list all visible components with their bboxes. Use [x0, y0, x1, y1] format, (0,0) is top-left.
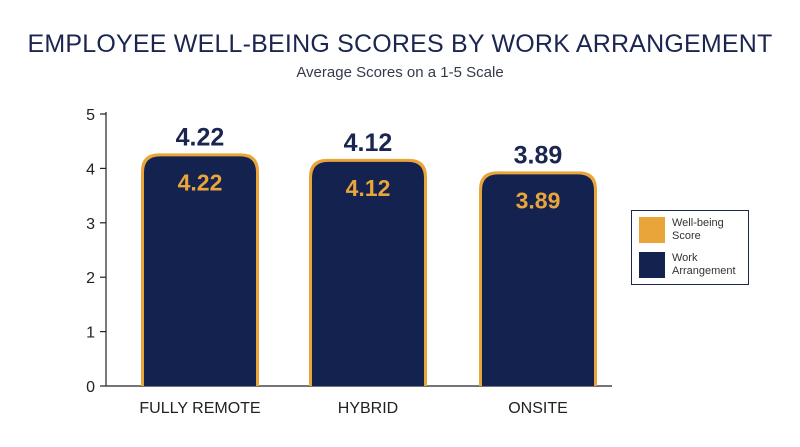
chart-subtitle: Average Scores on a 1-5 Scale — [296, 64, 504, 81]
x-category-label-fully-remote: FULLY REMOTE — [139, 400, 260, 417]
data-label-inner-hybrid: 4.12 — [346, 175, 391, 201]
y-tick-label-4: 4 — [86, 161, 95, 178]
y-tick-label-2: 2 — [86, 270, 95, 287]
data-label-inner-onsite: 3.89 — [516, 187, 561, 213]
legend-item-work-arrangement: Work Arrangement — [639, 252, 748, 278]
data-label-inner-fully-remote: 4.22 — [178, 169, 223, 195]
legend: Well-being Score Work Arrangement — [631, 210, 749, 285]
bar-work-arrangement-fully-remote — [144, 156, 256, 386]
legend-label-work-arrangement: Work Arrangement — [672, 252, 736, 277]
legend-label-well-being: Well-being Score — [672, 217, 724, 242]
y-tick-label-3: 3 — [86, 216, 95, 233]
legend-swatch-well-being — [639, 217, 665, 243]
data-label-top-hybrid: 4.12 — [344, 129, 393, 157]
x-category-label-onsite: ONSITE — [508, 400, 568, 417]
x-category-label-hybrid: HYBRID — [338, 400, 398, 417]
chart-title: EMPLOYEE WELL-BEING SCORES BY WORK ARRAN… — [27, 30, 773, 58]
bar-work-arrangement-onsite — [482, 174, 594, 386]
legend-item-well-being: Well-being Score — [639, 217, 748, 243]
data-label-top-fully-remote: 4.22 — [176, 123, 225, 151]
y-tick-label-0: 0 — [86, 379, 95, 396]
bar-work-arrangement-hybrid — [312, 161, 424, 386]
y-tick-label-5: 5 — [86, 107, 95, 124]
y-tick-label-1: 1 — [86, 325, 95, 342]
legend-swatch-work-arrangement — [639, 252, 665, 278]
data-label-top-onsite: 3.89 — [514, 141, 563, 169]
